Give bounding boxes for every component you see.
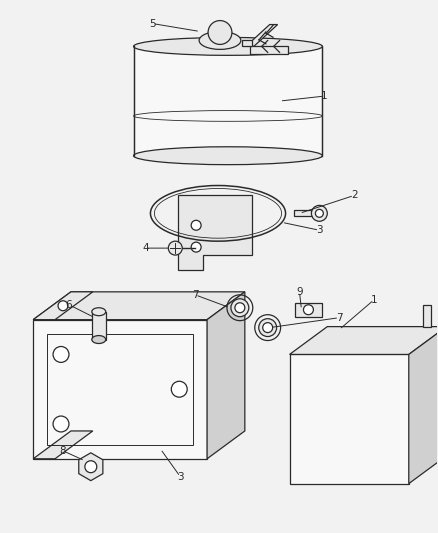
Polygon shape (423, 305, 431, 327)
Polygon shape (290, 354, 409, 483)
Circle shape (315, 209, 323, 217)
Polygon shape (33, 320, 207, 459)
Circle shape (53, 416, 69, 432)
Circle shape (171, 381, 187, 397)
Ellipse shape (92, 308, 106, 316)
Circle shape (85, 461, 97, 473)
Polygon shape (250, 46, 288, 54)
Polygon shape (134, 46, 322, 156)
Polygon shape (33, 292, 245, 320)
Text: 7: 7 (192, 290, 198, 300)
Polygon shape (246, 25, 278, 46)
Polygon shape (178, 196, 252, 270)
Circle shape (191, 242, 201, 252)
Polygon shape (293, 211, 315, 216)
Polygon shape (79, 453, 103, 481)
Polygon shape (33, 292, 93, 320)
Polygon shape (409, 327, 438, 483)
Text: 1: 1 (321, 91, 328, 101)
Polygon shape (33, 431, 93, 459)
Circle shape (311, 205, 327, 221)
Text: 8: 8 (60, 446, 66, 456)
Polygon shape (207, 292, 245, 459)
Polygon shape (294, 303, 322, 317)
Circle shape (53, 346, 69, 362)
Circle shape (191, 220, 201, 230)
Text: 1: 1 (371, 295, 377, 305)
Circle shape (304, 305, 314, 314)
Circle shape (168, 241, 182, 255)
Circle shape (208, 21, 232, 44)
Circle shape (231, 299, 249, 317)
Text: 3: 3 (177, 472, 184, 482)
Text: 3: 3 (316, 225, 323, 235)
Circle shape (58, 301, 68, 311)
Polygon shape (242, 41, 252, 46)
Ellipse shape (199, 31, 241, 50)
Circle shape (259, 319, 277, 336)
Ellipse shape (134, 147, 322, 165)
Circle shape (263, 322, 273, 333)
Text: 6: 6 (66, 300, 72, 310)
Text: 2: 2 (351, 190, 357, 200)
Text: 7: 7 (336, 313, 343, 322)
Ellipse shape (92, 336, 106, 343)
Text: 9: 9 (296, 287, 303, 297)
Circle shape (235, 303, 245, 313)
Text: 5: 5 (149, 19, 156, 29)
Ellipse shape (134, 37, 322, 55)
Polygon shape (92, 312, 106, 340)
Polygon shape (290, 327, 438, 354)
Text: 4: 4 (142, 243, 149, 253)
